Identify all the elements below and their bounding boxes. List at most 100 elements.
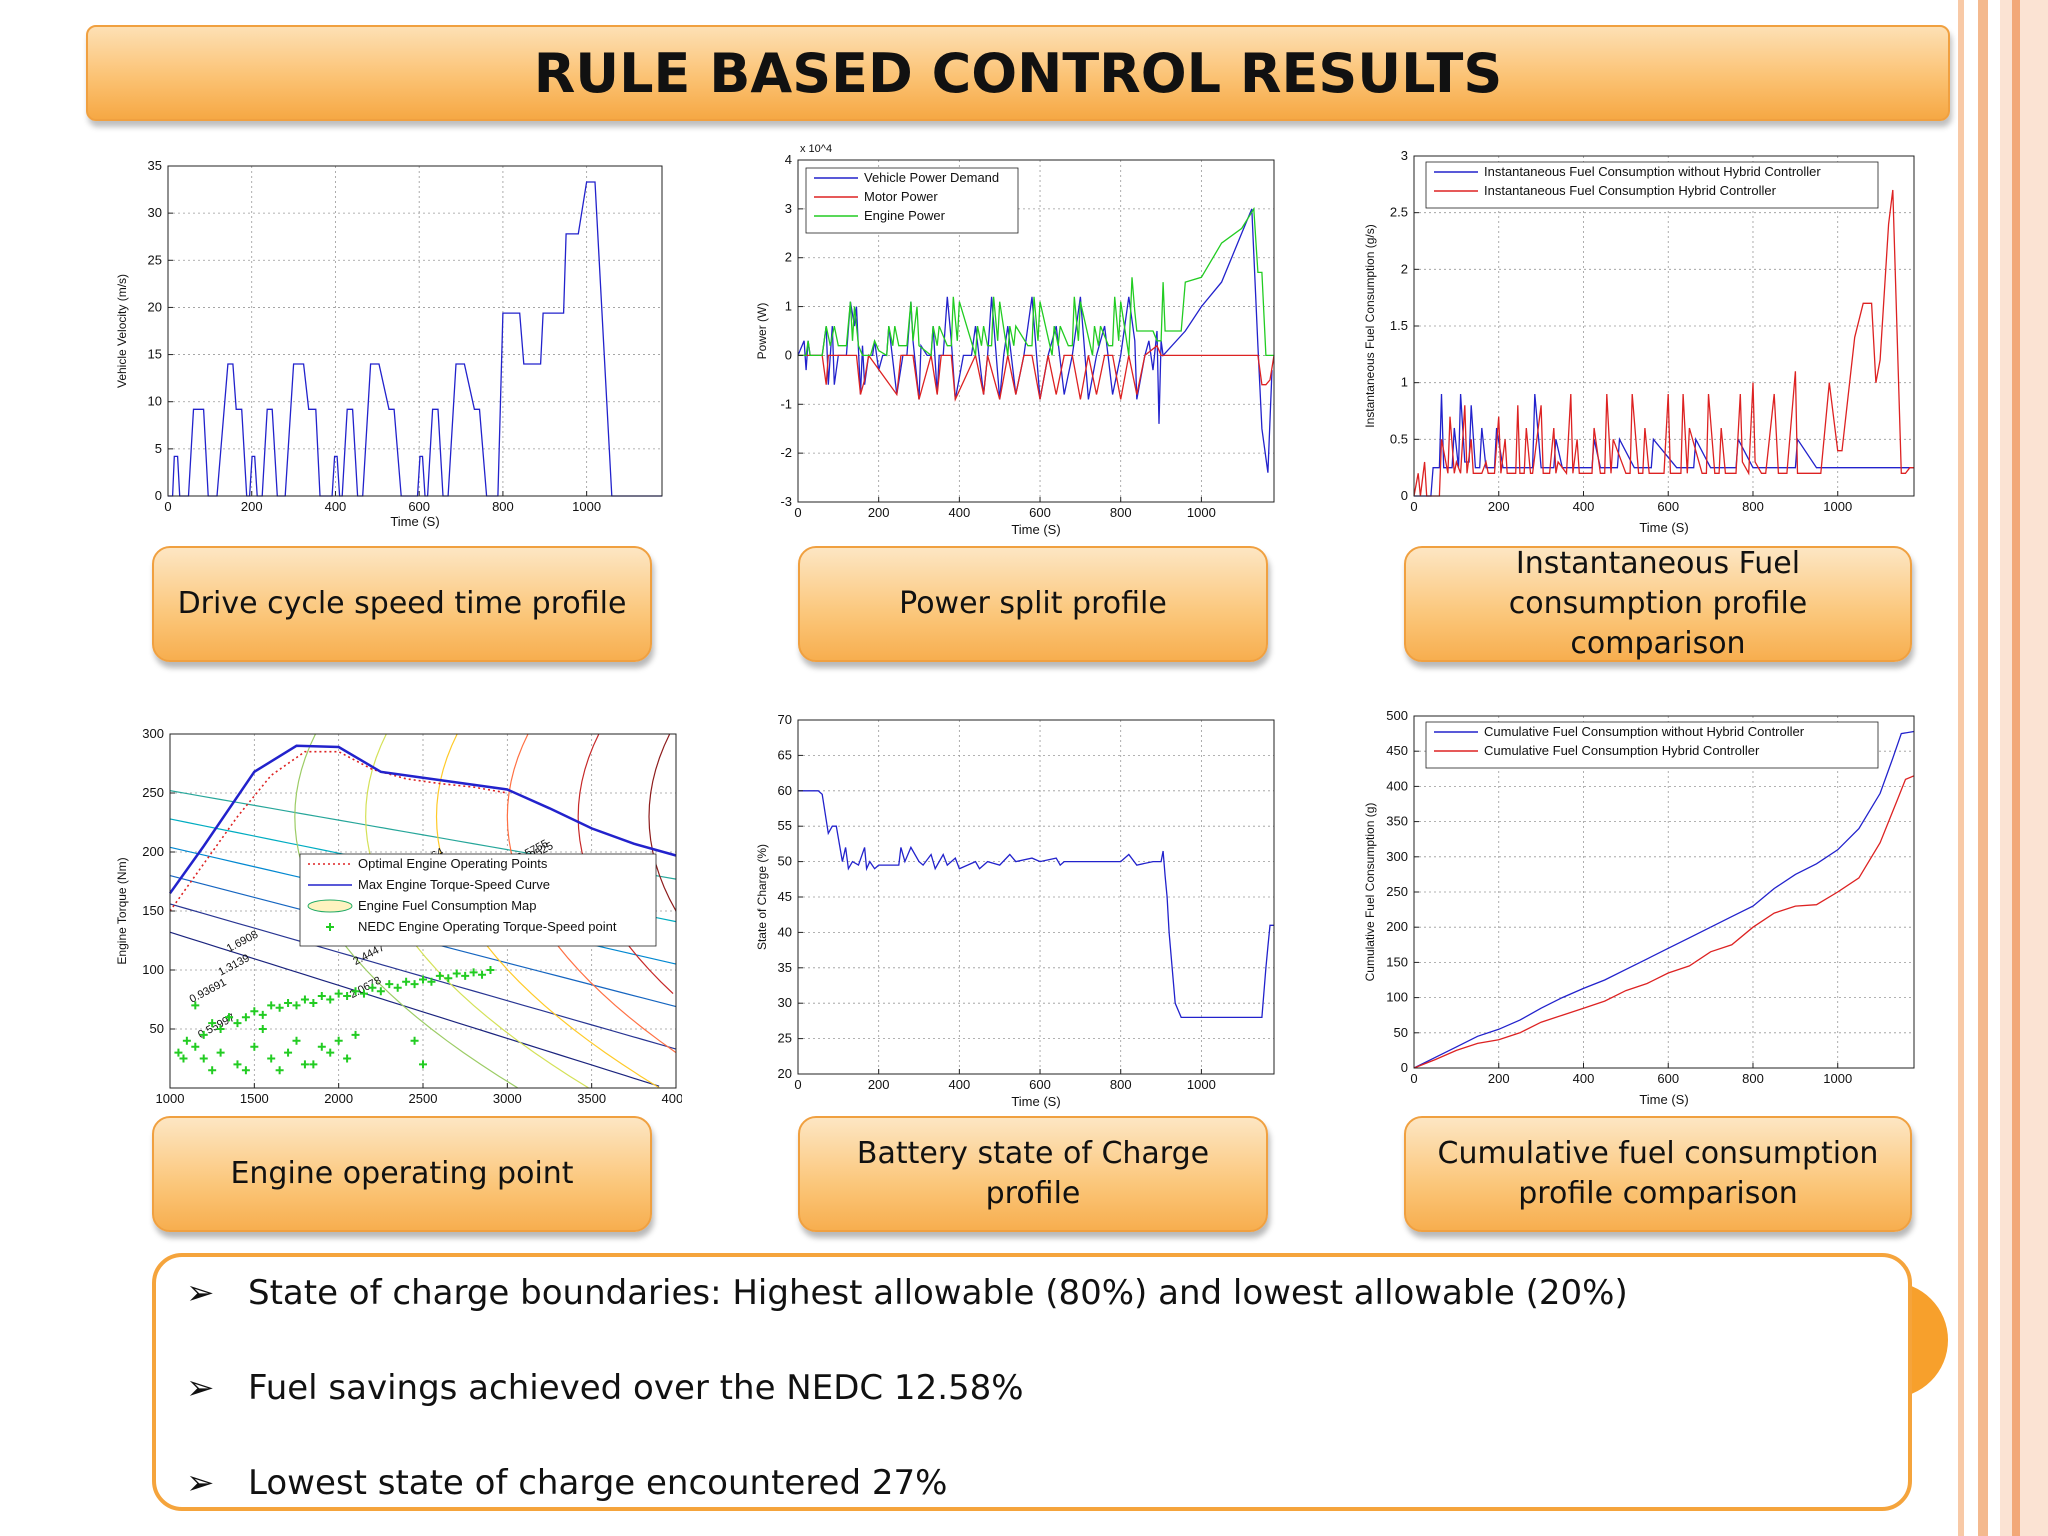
scatter-point: [233, 1060, 242, 1069]
y-tick-label: 0: [785, 347, 792, 362]
legend-label: Cumulative Fuel Consumption Hybrid Contr…: [1484, 743, 1760, 758]
scatter-point: [351, 1030, 360, 1039]
scatter-point: [351, 987, 360, 996]
legend-box: [299, 853, 657, 947]
y-tick-label: 200: [1386, 919, 1408, 934]
legend-label: Engine Power: [864, 208, 946, 223]
caption-text: Battery state of Charge profile: [856, 1136, 1210, 1211]
scatter-point: [216, 1025, 225, 1033]
y-tick-label: 250: [142, 785, 164, 800]
caption-battery-soc: Battery state of Charge profile: [798, 1116, 1268, 1232]
series-line: [168, 744, 677, 895]
y-tick-label: 150: [142, 903, 164, 918]
series-line: [169, 750, 508, 912]
x-tick-label: 1000: [1823, 1071, 1852, 1086]
bullet-text: Lowest state of charge encountered 27%: [248, 1463, 948, 1503]
scatter-point: [317, 991, 326, 1000]
y-tick-label: 250: [1386, 884, 1408, 899]
scatter-point: [326, 1048, 335, 1057]
scatter-point: [343, 991, 352, 1000]
chart-battery-soc-svg: 0 200 400 600 800 1000 20 25 30 35 40 45 50 55 60 65 70 T…: [755, 712, 1275, 1109]
arrow-bullet-icon: ➢: [186, 1273, 215, 1313]
legend-label: Motor Power: [864, 189, 938, 204]
legend-label: Instantaneous Fuel Consumption Hybrid Co…: [1484, 183, 1777, 198]
x-tick-label: 200: [1488, 1071, 1510, 1086]
x-tick-label: 0: [794, 505, 801, 520]
x-tick-label: 200: [241, 499, 263, 514]
caption-instant-fuel: Instantaneous Fuel consumption profile c…: [1404, 546, 1912, 662]
legend-box: [1425, 161, 1879, 209]
bullet-item: ➢ Fuel savings achieved over the NEDC 12.…: [186, 1368, 1024, 1408]
scatter-point: [250, 1007, 259, 1016]
x-tick-label: 600: [1657, 499, 1679, 514]
x-tick-label: 600: [1029, 1077, 1051, 1092]
scatter-point: [334, 1036, 343, 1045]
x-tick-label: 3500: [577, 1091, 606, 1106]
chart-engine-operating-svg: 0.559970.936911.31391.69082.06782.44472.…: [115, 726, 682, 1106]
y-tick-label: 350: [1386, 814, 1408, 829]
scatter-point: [419, 975, 427, 984]
y-tick-label: 0: [1401, 1060, 1408, 1075]
scatter-point: [435, 971, 444, 980]
x-tick-label: 200: [868, 1077, 890, 1092]
y-tick-label: 450: [1386, 743, 1408, 758]
scatter-point: [225, 1013, 234, 1022]
y-tick-label: 1.5: [1390, 318, 1408, 333]
contour-line: [169, 931, 660, 1087]
chart-instant-fuel: 0 200 400 600 800 1000 0 0.5 1 1.5 2 2.5 3 Time (S) In…: [1360, 144, 1922, 536]
y-tick-label: 2: [785, 250, 792, 265]
scatter-point: [182, 1036, 191, 1045]
plot-frame: [167, 165, 663, 497]
caption-engine-operating: Engine operating point: [152, 1116, 652, 1232]
bullet-item: ➢ Lowest state of charge encountered 27%: [186, 1463, 947, 1503]
y-tick-label: -3: [780, 494, 792, 509]
y-tick-label: 4: [785, 152, 792, 167]
scatter-point: [452, 969, 461, 978]
y-tick-label: 500: [1386, 708, 1408, 723]
right-edge-stripe: [2000, 0, 2048, 1536]
right-edge-stripe: [1978, 0, 1988, 1536]
y-axis-label: Vehicle Velocity (m/s): [115, 274, 129, 388]
scatter-point: [334, 989, 343, 998]
series-line: [798, 206, 1274, 357]
scatter-point: [199, 1030, 208, 1039]
scatter-point: [469, 968, 478, 977]
right-edge-stripe: [1958, 0, 1964, 1536]
scatter-point: [368, 983, 377, 992]
scatter-point: [486, 966, 495, 974]
x-tick-label: 1000: [156, 1091, 185, 1106]
y-tick-label: 55: [778, 818, 792, 833]
y-tick-label: 10: [148, 394, 162, 409]
series-line: [1413, 775, 1915, 1069]
bullet-item: ➢ State of charge boundaries: Highest all…: [186, 1273, 1628, 1313]
series-line: [798, 344, 1275, 402]
chart-drive-cycle-svg: 0 200 400 600 800 1000 0 5 10 15 20 25 30 35 Time (S) V…: [115, 158, 663, 529]
legend-box: [805, 167, 1019, 234]
caption-drive-cycle: Drive cycle speed time profile: [152, 546, 652, 662]
scatter-point: [317, 1042, 326, 1051]
y-axis-label: State of Charge (%): [755, 844, 769, 950]
chart-battery-soc: 0 200 400 600 800 1000 20 25 30 35 40 45 50 55 60 65 70 T…: [752, 710, 1282, 1110]
scatter-point: [300, 995, 309, 1004]
scatter-point: [326, 995, 335, 1004]
scatter-point: [461, 971, 470, 980]
legend-label: Vehicle Power Demand: [864, 170, 999, 185]
x-tick-label: 1000: [1187, 505, 1216, 520]
y-tick-label: 35: [148, 158, 162, 173]
scatter-point: [208, 1019, 217, 1028]
y-tick-label: 60: [778, 783, 792, 798]
right-edge-stripe: [2012, 0, 2020, 1536]
x-tick-label: 600: [408, 499, 430, 514]
caption-power-split: Power split profile: [798, 546, 1268, 662]
series-line: [1413, 730, 1915, 1069]
x-tick-label: 1000: [572, 499, 601, 514]
scatter-point: [292, 1036, 301, 1045]
y-tick-label: 65: [778, 747, 792, 762]
x-tick-label: 200: [1488, 499, 1510, 514]
scatter-point: [191, 1042, 200, 1051]
y-tick-label: 5: [155, 441, 162, 456]
y-tick-label: 20: [778, 1066, 792, 1081]
x-tick-label: 800: [1742, 1071, 1764, 1086]
scatter-point: [385, 980, 394, 989]
scatter-point: [292, 1001, 301, 1010]
